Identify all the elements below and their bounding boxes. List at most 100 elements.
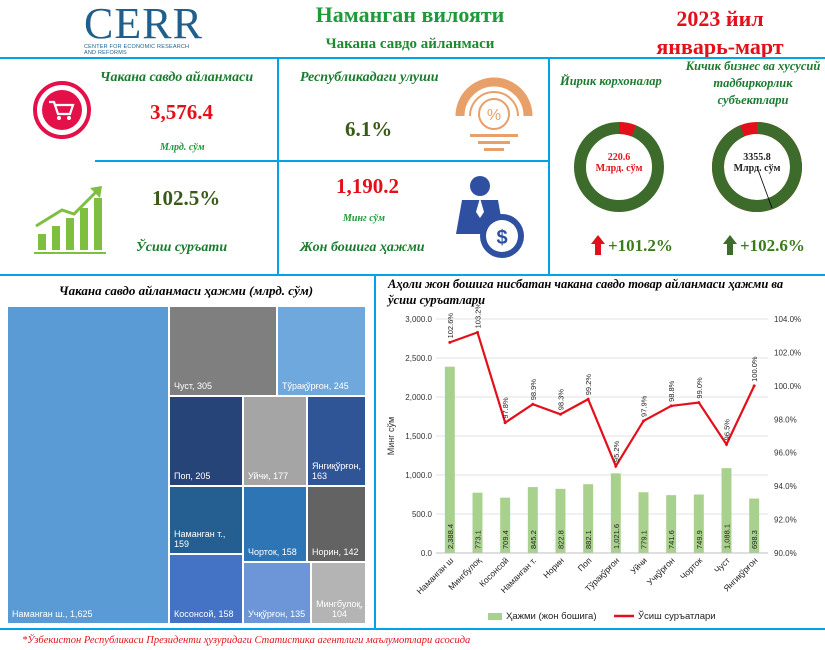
large-donut-center: 220.6 Млрд. сўм (594, 152, 644, 174)
x-tick-label: Наманган ш (414, 555, 455, 596)
treemap-cell: Уйчи, 177 (243, 396, 307, 486)
line-point (559, 412, 562, 416)
x-tick-label: Норин (541, 555, 566, 580)
line-point (531, 402, 535, 406)
bar (444, 366, 455, 553)
period-months: январь-март (656, 34, 784, 59)
green-up-arrow-icon (723, 235, 737, 255)
small-business-donut (712, 122, 802, 212)
share-value: 6.1% (345, 117, 393, 141)
treemap-cell-label: Чуст, 305 (174, 381, 213, 391)
page-title: Наманган вилояти (315, 2, 505, 27)
treemap-cell: Чорток, 158 (243, 486, 307, 562)
y2-tick-label: 96.0% (774, 449, 797, 458)
bar (527, 487, 538, 553)
treemap-cell: Янгиқўрғон, 163 (307, 396, 366, 486)
percapita-label: Жон бошига ҳажми (300, 240, 425, 255)
bar-value-label: 1,021.6 (612, 524, 621, 549)
turnover-label: Чакана савдо айланмаси (100, 70, 254, 85)
treemap: Наманган ш., 1,625 Чуст, 305 Тўрақўрғон,… (7, 306, 366, 624)
y2-tick-label: 102.0% (774, 348, 801, 357)
bar-value-label: 1,088.1 (723, 524, 732, 549)
line-point (448, 340, 452, 344)
line-value-label: 102.6% (446, 313, 455, 339)
treemap-cell-label: Наманган ш., 1,625 (12, 609, 93, 619)
bar-value-label: 845.2 (529, 530, 538, 549)
line-value-label: 99.0% (695, 377, 704, 399)
x-tick-label: Чуст (712, 555, 732, 575)
cerr-logo: CERR CENTER FOR ECONOMIC RESEARCH AND RE… (84, 0, 203, 57)
treemap-cell-label: Чорток, 158 (248, 547, 297, 557)
percapita-value: 1,190.2 (336, 174, 399, 198)
y-tick-label: 500.0 (412, 510, 433, 519)
line-point (642, 419, 645, 423)
svg-text:%: % (487, 107, 501, 124)
treemap-cell: Наманган ш., 1,625 (7, 306, 169, 624)
bar (721, 468, 732, 553)
bar (500, 497, 511, 553)
large-unit: Млрд. сўм (595, 163, 643, 174)
logo-subtitle: CENTER FOR ECONOMIC RESEARCH AND REFORMS (84, 44, 190, 56)
share-label: Республикадаги улуши (300, 70, 439, 85)
y-tick-label: 2,500.0 (405, 354, 432, 363)
y-tick-label: 1,000.0 (405, 471, 432, 480)
treemap-cell: Норин, 142 (307, 486, 366, 562)
percent-gauge-icon: % (455, 77, 533, 151)
bar-value-label: 698.3 (750, 530, 759, 549)
large-share-slice (618, 122, 637, 137)
y2-tick-label: 92.0% (774, 516, 797, 525)
treemap-cell-label: Поп, 205 (174, 471, 211, 481)
kpi-vdivider-2 (548, 58, 550, 275)
person-coin-icon: $ (456, 176, 524, 258)
small-business-label: Кичик бизнес ва хусусий тадбиркорлик суб… (685, 59, 821, 107)
bar (610, 473, 621, 553)
line-point (697, 401, 701, 405)
bottom-divider (0, 628, 825, 630)
treemap-cell-label: Наманган т., 159 (174, 529, 226, 549)
x-tick-label: Уйчи (628, 555, 649, 576)
percapita-unit: Минг сўм (343, 213, 385, 224)
line-point (476, 330, 479, 334)
treemap-cell-label: Тўрақўрғон, 245 (282, 381, 349, 391)
treemap-cell-label: Учқўрғон, 135 (248, 609, 306, 619)
cart-icon (33, 81, 91, 139)
y-tick-label: 3,000.0 (405, 315, 432, 324)
treemap-cell-label: Мингбулоқ, 104 (316, 599, 363, 619)
line-value-label: 97.9% (640, 395, 649, 417)
period-year: 2023 йил (676, 6, 764, 31)
large-value: 220.6 (607, 152, 631, 163)
chart-vdivider (374, 276, 376, 628)
logo-text: CERR (84, 0, 203, 48)
kpi-hdivider (95, 160, 548, 162)
line-value-label: 100.0% (750, 356, 759, 382)
treemap-cell-label: Уйчи, 177 (248, 471, 289, 481)
x-tick-label: Чорток (678, 555, 704, 581)
bar-value-label: 882.1 (584, 530, 593, 549)
bar (583, 484, 594, 553)
small-donut-pointer (756, 166, 773, 209)
large-enterprises-label: Йирик корхоналар (560, 74, 662, 88)
bar-value-label: 779.1 (640, 530, 649, 549)
bar-value-label: 2,388.4 (446, 524, 455, 549)
treemap-cell: Наманган т., 159 (169, 486, 243, 554)
line-point (669, 404, 673, 408)
treemap-cell-label: Янгиқўрғон, 163 (312, 461, 361, 481)
line-value-label: 99.2% (584, 374, 593, 396)
large-enterprises-donut (574, 122, 664, 212)
line-point (614, 464, 618, 468)
y2-tick-label: 100.0% (774, 382, 801, 391)
bar (472, 492, 483, 553)
y2-tick-label: 90.0% (774, 549, 797, 558)
y2-tick-label: 104.0% (774, 315, 801, 324)
combo-chart-title: Аҳоли жон бошига нисбатан чакана савдо т… (388, 277, 784, 307)
legend-line-label: Ўсиш суръатлари (638, 610, 716, 622)
small-donut-center: 3355.8 Млрд. сўм (732, 152, 782, 174)
treemap-cell: Поп, 205 (169, 396, 243, 486)
turnover-value: 3,576.4 (150, 100, 213, 124)
small-growth: +102.6% (740, 236, 805, 255)
treemap-cell: Чуст, 305 (169, 306, 277, 396)
y-tick-label: 0.0 (421, 549, 433, 558)
treemap-title: Чакана савдо айланмаси ҳажми (млрд. сўм) (58, 283, 314, 298)
line-point (725, 442, 728, 446)
middle-divider (0, 274, 825, 276)
